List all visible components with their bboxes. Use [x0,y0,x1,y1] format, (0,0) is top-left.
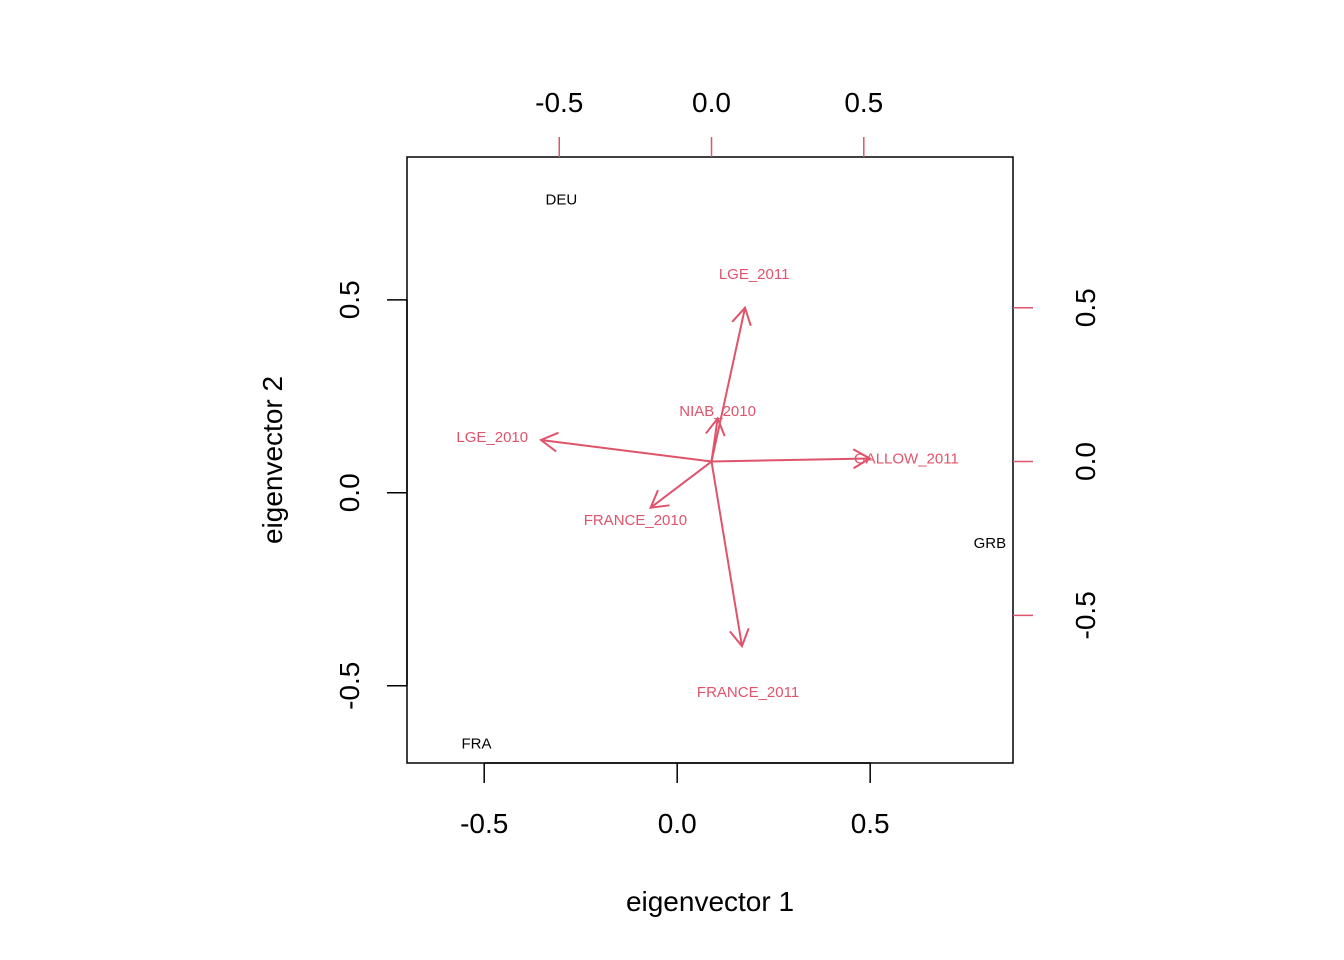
x-tick-label-bottom: 0.5 [851,808,890,839]
x-axis-title: eigenvector 1 [626,886,794,917]
variable-label: FRANCE_2010 [584,512,687,529]
variable-arrow-head [539,431,559,453]
y-axis-left: -0.5 0.0 0.5 [334,280,408,710]
variable-label: LGE_2010 [456,429,528,446]
observation-label: GRB [974,535,1007,552]
variable-label: LGE_2011 [719,266,790,283]
observation-label: DEU [546,191,578,208]
y-tick-label-left: -0.5 [334,662,365,710]
x-tick-label-bottom: -0.5 [460,808,508,839]
y-tick-label-left: 0.0 [334,473,365,512]
variable-arrow-head [852,448,872,470]
variable-arrow [540,439,712,463]
x-tick-label-bottom: 0.0 [658,808,697,839]
variable-arrow [650,460,713,509]
y-tick-label-right: -0.5 [1070,591,1101,639]
variable-arrow [711,457,870,463]
variable-arrow-head [729,627,750,649]
y-tick-label-right: 0.5 [1070,288,1101,327]
variable-arrow [710,307,746,462]
y-tick-label-right: 0.0 [1070,442,1101,481]
variable-arrows: LGE_2011 NIAB_2010 LGE_2010 GALLOW_2011 FRAN… [456,266,958,701]
x-tick-label-top: 0.5 [844,87,883,118]
x-axis-top: -0.5 0.0 0.5 [535,87,883,157]
x-tick-label-top: -0.5 [535,87,583,118]
variable-label: GALLOW_2011 [854,450,959,467]
variable-arrow-head [731,305,752,327]
y-axis-right: -0.5 0.0 0.5 [1013,288,1101,639]
y-axis-title: eigenvector 2 [257,376,288,544]
variable-label: NIAB_2010 [679,403,756,420]
variable-arrow [710,461,743,647]
observation-labels: DEU FRA GRB [461,191,1006,752]
variable-arrow-head [705,416,726,437]
observation-label: FRA [461,736,491,753]
x-axis-bottom: -0.5 0.0 0.5 [460,762,890,839]
variable-label: FRANCE_2011 [697,684,799,701]
y-tick-label-left: 0.5 [334,280,365,319]
x-tick-label-top: 0.0 [692,87,731,118]
variable-arrow [710,418,719,462]
variable-arrow-head [649,489,670,509]
